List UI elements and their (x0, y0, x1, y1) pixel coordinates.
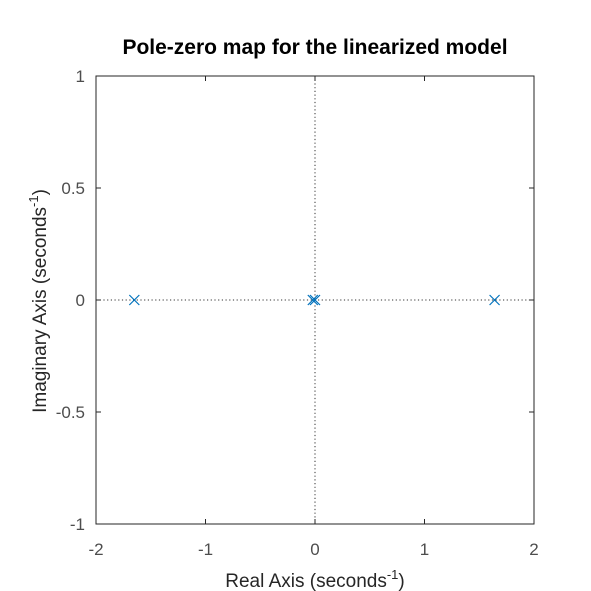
pole-marker (307, 294, 319, 306)
y-tick-label: -1 (70, 515, 85, 534)
x-axis-label: Real Axis (seconds-1) (225, 567, 404, 591)
y-axis-label-text: Imaginary Axis (seconds (30, 207, 51, 413)
x-tick-label: 0 (310, 540, 319, 559)
y-tick-label: 0.5 (61, 179, 85, 198)
x-axis-label-exponent: -1 (387, 567, 399, 582)
x-tick-label: 1 (420, 540, 429, 559)
y-tick-label: 1 (76, 67, 85, 86)
x-axis-label-text: Real Axis (seconds (225, 571, 387, 591)
pole-markers (128, 294, 501, 306)
y-axis-label-close: ) (30, 189, 51, 195)
pole-marker (489, 294, 501, 306)
pole-marker (309, 294, 321, 306)
x-tick-label: -1 (198, 540, 213, 559)
y-tick-label: -0.5 (56, 403, 85, 422)
axis-ticks: -2 -1 0 1 2-1-0.500.51 (56, 67, 539, 559)
y-axis-label: Imaginary Axis (seconds-1) (26, 189, 51, 413)
chart-title: Pole-zero map for the linearized model (122, 36, 507, 59)
pole-marker (128, 294, 140, 306)
x-tick-label: -2 (88, 540, 103, 559)
y-axis-label-exponent: -1 (26, 195, 41, 207)
x-axis-label-close: ) (398, 571, 404, 591)
y-tick-label: 0 (76, 291, 85, 310)
x-tick-label: 2 (529, 540, 538, 559)
